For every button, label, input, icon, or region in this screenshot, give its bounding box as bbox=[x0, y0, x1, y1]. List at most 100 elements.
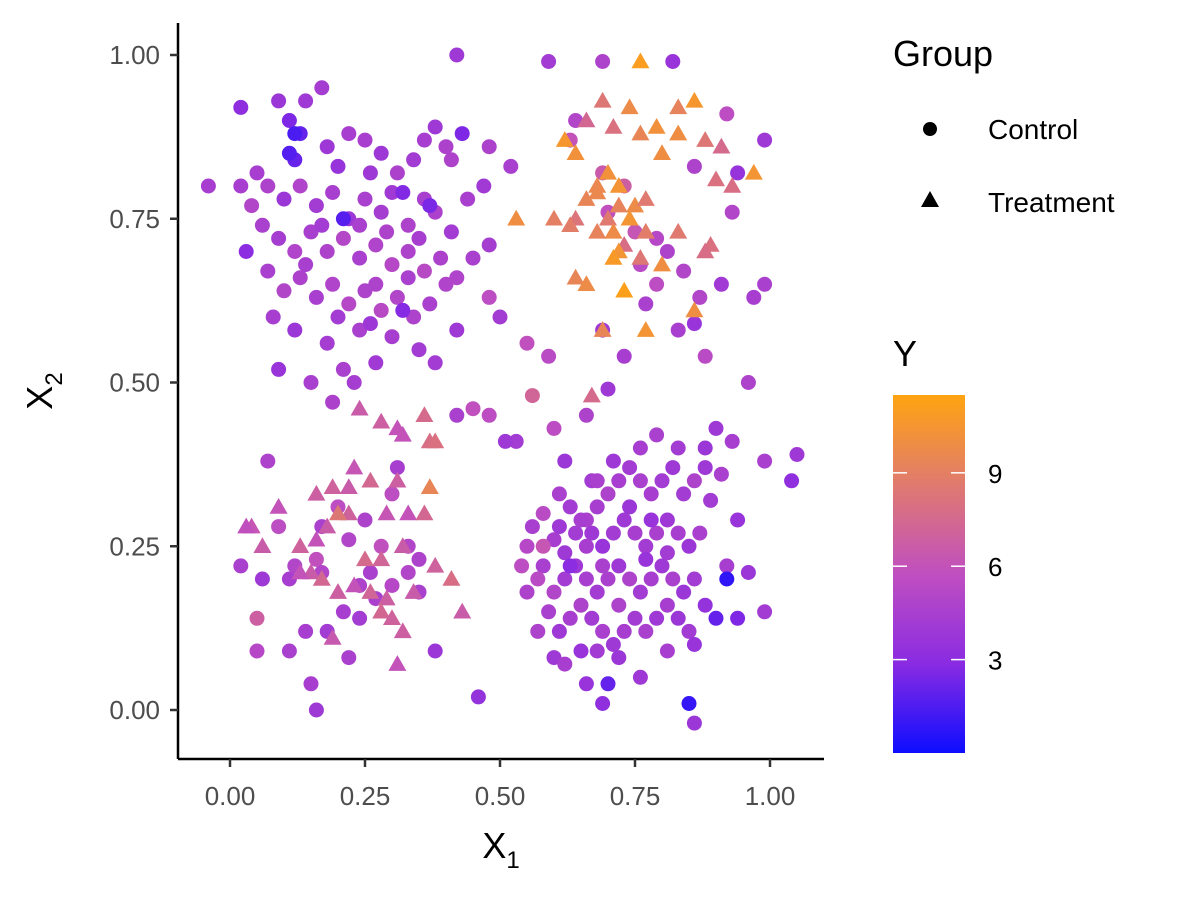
control-point bbox=[427, 355, 443, 371]
treatment-point bbox=[453, 602, 472, 619]
control-point bbox=[454, 126, 470, 142]
control-point bbox=[535, 506, 551, 521]
control-point bbox=[443, 224, 459, 240]
treatment-point bbox=[609, 196, 628, 213]
control-point bbox=[616, 512, 632, 528]
treatment-point bbox=[588, 222, 607, 239]
control-point bbox=[611, 597, 627, 613]
control-point bbox=[422, 198, 438, 214]
control-point bbox=[573, 643, 589, 659]
control-point bbox=[551, 623, 567, 639]
control-point bbox=[784, 473, 800, 489]
control-point bbox=[416, 132, 432, 148]
treatment-point bbox=[593, 91, 612, 108]
control-point bbox=[654, 473, 670, 489]
colorbar-ticks: 3 6 9 bbox=[893, 459, 1002, 676]
x-tick-label: 0.75 bbox=[610, 781, 661, 811]
treatment-point bbox=[604, 249, 623, 265]
control-point bbox=[622, 499, 638, 515]
control-point bbox=[422, 296, 438, 312]
control-point bbox=[557, 656, 573, 672]
control-point bbox=[519, 584, 535, 600]
control-point bbox=[686, 571, 702, 587]
legend-label-control: Control bbox=[988, 114, 1078, 145]
control-point bbox=[233, 558, 249, 574]
control-point bbox=[335, 604, 351, 620]
control-point bbox=[481, 237, 497, 253]
control-point bbox=[589, 643, 605, 659]
control-point bbox=[389, 460, 405, 476]
control-point bbox=[492, 309, 508, 325]
control-point bbox=[319, 244, 335, 259]
control-point bbox=[643, 512, 659, 528]
shape-legend-title: Group bbox=[893, 33, 993, 74]
treatment-point bbox=[566, 268, 585, 285]
control-point bbox=[460, 191, 476, 207]
control-point bbox=[676, 486, 692, 502]
control-point bbox=[649, 610, 665, 626]
control-point bbox=[362, 565, 378, 580]
control-point bbox=[335, 230, 351, 246]
control-point bbox=[730, 512, 746, 528]
treatment-point bbox=[329, 504, 347, 521]
treatment-point bbox=[393, 622, 412, 639]
control-point bbox=[611, 473, 627, 489]
control-point bbox=[708, 420, 724, 436]
shape-legend: Group Control Treatment bbox=[893, 33, 1115, 218]
legend-triangle-icon bbox=[921, 191, 939, 207]
control-point bbox=[373, 302, 389, 318]
control-point bbox=[481, 139, 497, 155]
control-point bbox=[676, 584, 692, 600]
control-point bbox=[335, 211, 351, 227]
treatment-point bbox=[620, 98, 639, 115]
treatment-point bbox=[372, 602, 391, 619]
control-point bbox=[740, 375, 756, 390]
control-point bbox=[757, 604, 773, 620]
treatment-point bbox=[744, 163, 763, 180]
control-point bbox=[481, 289, 497, 305]
control-point bbox=[238, 244, 254, 259]
legend-label-treatment: Treatment bbox=[988, 187, 1115, 218]
control-point bbox=[600, 486, 616, 502]
control-point bbox=[562, 558, 578, 574]
control-point bbox=[400, 244, 416, 259]
color-legend-title: Y bbox=[893, 333, 917, 374]
treatment-point bbox=[339, 478, 358, 495]
control-point bbox=[303, 375, 319, 390]
treatment-point bbox=[566, 144, 585, 160]
control-point bbox=[713, 466, 729, 482]
treatment-point bbox=[415, 406, 434, 422]
control-point bbox=[427, 643, 443, 659]
control-point bbox=[260, 453, 276, 469]
control-point bbox=[697, 348, 713, 364]
treatment-point bbox=[555, 131, 574, 147]
control-point bbox=[325, 185, 341, 200]
control-point bbox=[384, 486, 400, 502]
treatment-point bbox=[631, 124, 650, 141]
color-legend: Y 3 6 9 bbox=[893, 333, 1002, 753]
control-point bbox=[573, 512, 589, 528]
control-point bbox=[546, 532, 562, 548]
control-point bbox=[476, 178, 492, 194]
control-point bbox=[546, 650, 562, 666]
control-point bbox=[686, 473, 702, 489]
treatment-point bbox=[545, 209, 563, 226]
treatment-point bbox=[599, 163, 617, 180]
y-tick-label: 1.00 bbox=[109, 40, 160, 70]
control-point bbox=[357, 191, 373, 207]
control-point bbox=[670, 440, 686, 456]
treatment-point bbox=[345, 458, 364, 475]
treatment-point bbox=[599, 209, 617, 226]
control-point bbox=[686, 316, 702, 332]
treatment-point bbox=[393, 537, 412, 553]
control-point bbox=[746, 289, 762, 305]
control-point bbox=[632, 440, 648, 456]
control-point bbox=[298, 93, 314, 109]
control-point bbox=[595, 538, 611, 554]
y-tick-label: 0.00 bbox=[109, 695, 160, 725]
treatment-point bbox=[291, 537, 310, 553]
treatment-point bbox=[388, 655, 407, 671]
treatment-point bbox=[561, 216, 580, 233]
treatment-point bbox=[577, 190, 596, 206]
